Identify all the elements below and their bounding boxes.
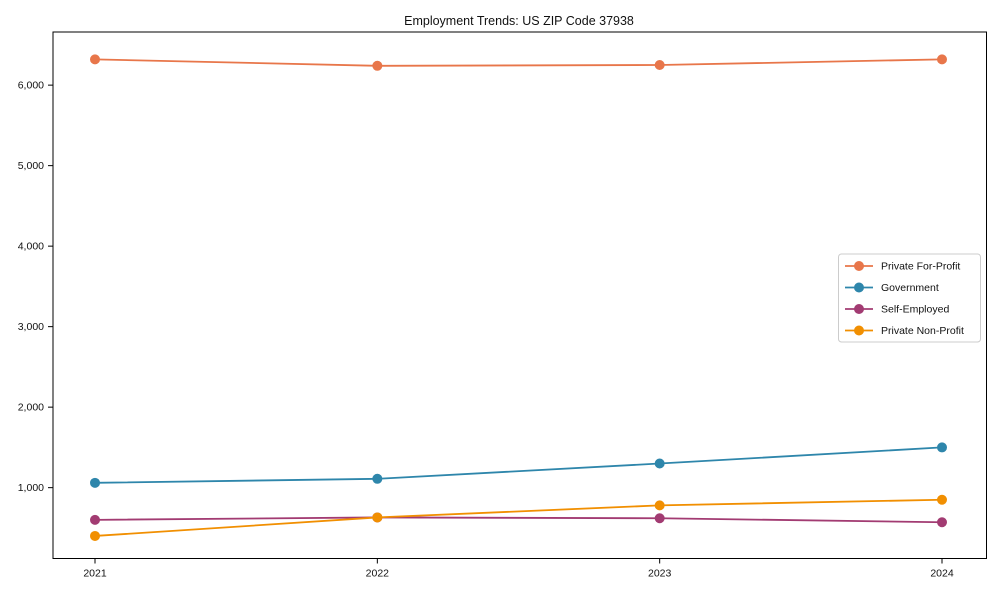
plot-frame [52,31,987,559]
legend-marker-icon [854,282,864,293]
legend-label: Self-Employed [881,304,949,316]
legend-label: Private Non-Profit [881,325,964,337]
data-point-private-non-profit-2023 [654,500,665,511]
series-line-self-employed [94,516,943,524]
series-line-government [94,446,943,484]
legend-item-government: Government [845,282,939,294]
data-point-private-non-profit-2021 [90,530,100,541]
data-point-government-2024 [937,442,947,453]
series-line-private-non-profit [94,498,943,537]
data-point-self-employed-2024 [937,517,947,528]
data-point-government-2021 [90,477,100,488]
y-axis-tick-label: 3,000 [18,321,44,333]
data-point-private-for-profit-2021 [90,54,100,65]
legend: Private For-Profit Government Self-Employe… [838,253,981,343]
y-axis-tick-label: 5,000 [18,160,44,172]
legend-item-private-for-profit: Private For-Profit [845,261,960,273]
y-axis-tick-label: 1,000 [18,482,44,494]
legend-label: Private For-Profit [881,261,960,273]
chart-title: Employment Trends: US ZIP Code 37938 [404,14,634,28]
data-point-private-non-profit-2024 [937,494,947,505]
x-axis-tick-label: 2022 [366,568,390,580]
data-point-private-for-profit-2023 [654,60,665,71]
legend-box [838,253,981,343]
legend-marker-icon [854,261,864,271]
y-axis-tick-label: 4,000 [18,241,44,253]
data-point-private-for-profit-2022 [372,60,383,71]
data-point-government-2022 [372,473,383,484]
x-axis-tick-label: 2021 [83,568,107,580]
data-point-self-employed-2023 [654,513,665,524]
legend-label: Government [881,282,939,294]
plot-area: 1,000 2,000 3,000 4,000 5,000 6,000 2021 2022 20… [18,31,987,580]
series-line-private-for-profit [94,58,943,67]
legend-marker-icon [854,304,864,314]
data-point-private-for-profit-2024 [937,54,947,65]
legend-item-private-non-profit: Private Non-Profit [845,325,964,337]
y-axis-tick-label: 2,000 [18,402,44,414]
legend-marker-icon [854,325,864,336]
data-point-private-non-profit-2022 [372,512,383,523]
x-axis-tick-label: 2024 [930,568,954,580]
legend-item-self-employed: Self-Employed [845,304,949,316]
y-axis-tick-label: 6,000 [18,80,44,92]
x-axis-tick-label: 2023 [648,568,672,580]
data-point-government-2023 [654,458,665,469]
data-point-self-employed-2021 [90,514,100,525]
